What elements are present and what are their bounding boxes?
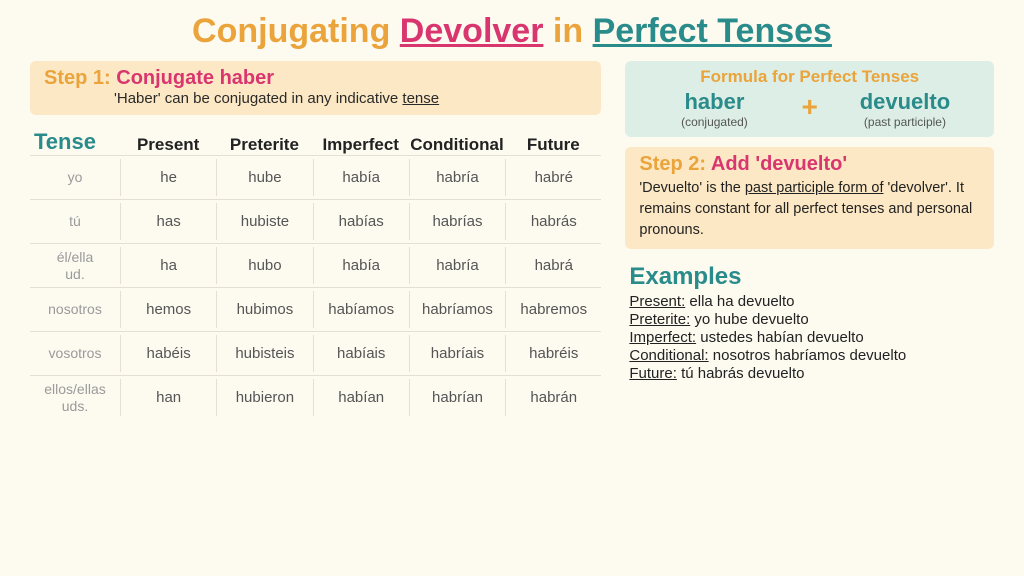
col-preterite: Preterite: [216, 135, 312, 155]
conjugation-cell: hemos: [120, 291, 216, 328]
title-word-3: in: [553, 12, 583, 50]
col-conditional: Conditional: [409, 135, 505, 155]
formula-right-note: (past participle): [826, 115, 984, 129]
pronoun-cell: vosotros: [30, 345, 120, 361]
step-2-body-a: 'Devuelto' is the: [639, 180, 744, 196]
conjugation-cell: habremos: [505, 291, 601, 328]
pronoun-cell: yo: [30, 169, 120, 185]
formula-title: Formula for Perfect Tenses: [635, 67, 984, 87]
pronoun-cell: ellos/ellasuds.: [30, 381, 120, 413]
formula-left-note: (conjugated): [635, 115, 793, 129]
table-row: yohehubehabíahabríahabré: [30, 155, 601, 199]
example-text: tú habrás devuelto: [677, 365, 805, 382]
example-line: Preterite: yo hube devuelto: [629, 311, 994, 328]
pronoun-cell: él/ellaud.: [30, 249, 120, 281]
step-2-label-b: Add 'devuelto': [711, 153, 847, 175]
conjugation-cell: hube: [216, 159, 312, 196]
formula-right: devuelto (past participle): [826, 89, 984, 129]
example-line: Imperfect: ustedes habían devuelto: [629, 329, 994, 346]
conjugation-cell: habríamos: [409, 291, 505, 328]
step-2-body: 'Devuelto' is the past participle form o…: [639, 178, 980, 241]
example-text: ella ha devuelto: [685, 293, 794, 310]
conjugation-cell: habíamos: [313, 291, 409, 328]
conjugation-cell: habrá: [505, 247, 601, 284]
conjugation-cell: habían: [313, 379, 409, 416]
table-row: túhashubistehabíashabríashabrás: [30, 199, 601, 243]
conjugation-cell: habría: [409, 159, 505, 196]
table-row: nosotroshemoshubimoshabíamoshabríamoshab…: [30, 287, 601, 331]
conjugation-cell: habías: [313, 203, 409, 240]
example-text: ustedes habían devuelto: [696, 329, 864, 346]
conjugation-cell: hubisteis: [216, 335, 312, 372]
examples-section: Examples Present: ella ha devueltoPreter…: [625, 259, 994, 383]
step-1-box: Step 1: Conjugate haber 'Haber' can be c…: [30, 61, 601, 115]
col-present: Present: [120, 135, 216, 155]
step-1-label-a: Step 1:: [44, 67, 111, 89]
conjugation-cell: habré: [505, 159, 601, 196]
formula-left-word: haber: [635, 89, 793, 115]
conjugation-cell: habrán: [505, 379, 601, 416]
example-text: yo hube devuelto: [690, 311, 808, 328]
step-2-box: Step 2: Add 'devuelto' 'Devuelto' is the…: [625, 147, 994, 249]
table-header-row: Tense Present Preterite Imperfect Condit…: [30, 129, 601, 155]
example-label: Future:: [629, 365, 677, 382]
example-line: Conditional: nosotros habríamos devuelto: [629, 347, 994, 364]
step-1-sub: 'Haber' can be conjugated in any indicat…: [114, 90, 587, 107]
conjugation-cell: habría: [409, 247, 505, 284]
example-label: Imperfect:: [629, 329, 696, 346]
table-row: ellos/ellasuds.hanhubieronhabíanhabríanh…: [30, 375, 601, 419]
step-1-label-b: Conjugate haber: [116, 67, 274, 89]
conjugation-cell: habrías: [409, 203, 505, 240]
conjugation-cell: había: [313, 159, 409, 196]
table-row: él/ellaud.hahubohabíahabríahabrá: [30, 243, 601, 287]
pronoun-cell: nosotros: [30, 301, 120, 317]
plus-icon: +: [802, 93, 818, 121]
example-label: Conditional:: [629, 347, 708, 364]
example-label: Preterite:: [629, 311, 690, 328]
examples-title: Examples: [629, 263, 994, 291]
conjugation-cell: hubo: [216, 247, 312, 284]
example-text: nosotros habríamos devuelto: [709, 347, 907, 364]
table-row: vosotroshabéishubisteishabíaishabríaisha…: [30, 331, 601, 375]
formula-left: haber (conjugated): [635, 89, 793, 129]
title-word-2: Devolver: [400, 12, 544, 50]
example-label: Present:: [629, 293, 685, 310]
table-corner: Tense: [30, 129, 120, 155]
title-word-4: Perfect Tenses: [593, 12, 832, 50]
conjugation-cell: hubieron: [216, 379, 312, 416]
formula-right-word: devuelto: [826, 89, 984, 115]
step-2-body-b: past participle form of: [745, 180, 884, 196]
conjugation-cell: habríais: [409, 335, 505, 372]
conjugation-table: Tense Present Preterite Imperfect Condit…: [30, 129, 601, 419]
conjugation-cell: había: [313, 247, 409, 284]
step-2-label: Step 2: Add 'devuelto': [639, 153, 980, 176]
pronoun-cell: tú: [30, 213, 120, 229]
example-line: Future: tú habrás devuelto: [629, 365, 994, 382]
conjugation-cell: ha: [120, 247, 216, 284]
step-2-label-a: Step 2:: [639, 153, 706, 175]
conjugation-cell: habíais: [313, 335, 409, 372]
conjugation-cell: hubiste: [216, 203, 312, 240]
conjugation-cell: has: [120, 203, 216, 240]
conjugation-cell: hubimos: [216, 291, 312, 328]
conjugation-cell: habrían: [409, 379, 505, 416]
page-title: Conjugating Devolver in Perfect Tenses: [30, 12, 994, 51]
step-1-sub-b: tense: [402, 90, 439, 107]
conjugation-cell: he: [120, 159, 216, 196]
conjugation-cell: han: [120, 379, 216, 416]
example-line: Present: ella ha devuelto: [629, 293, 994, 310]
step-1-label: Step 1: Conjugate haber: [44, 67, 587, 90]
col-future: Future: [505, 135, 601, 155]
conjugation-cell: habréis: [505, 335, 601, 372]
formula-box: Formula for Perfect Tenses haber (conjug…: [625, 61, 994, 137]
conjugation-cell: habéis: [120, 335, 216, 372]
conjugation-cell: habrás: [505, 203, 601, 240]
step-1-sub-a: 'Haber' can be conjugated in any indicat…: [114, 90, 402, 107]
col-imperfect: Imperfect: [313, 135, 409, 155]
title-word-1: Conjugating: [192, 12, 390, 50]
